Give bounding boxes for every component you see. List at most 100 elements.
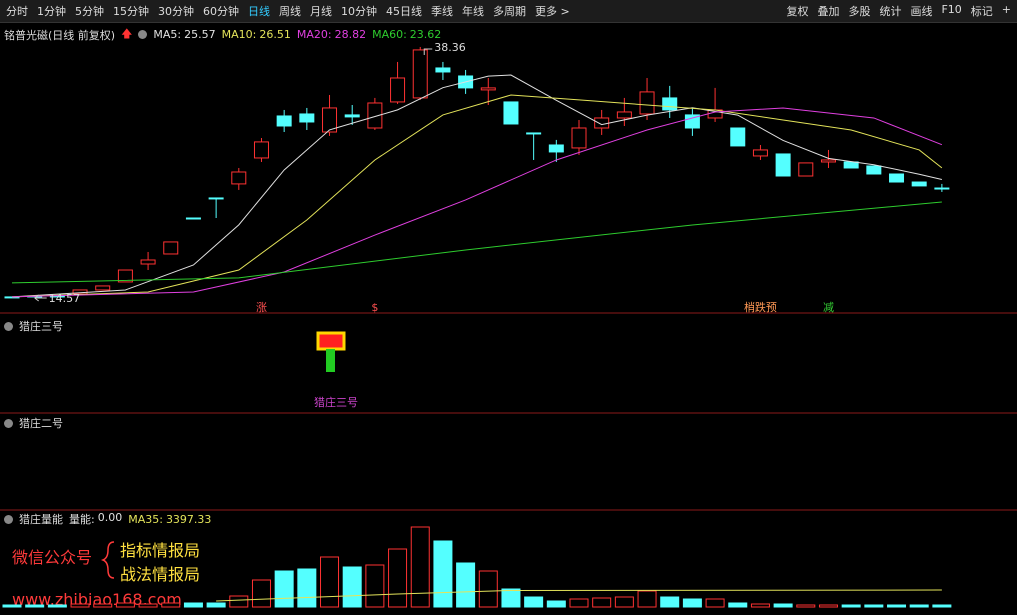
volume-bar <box>274 570 294 608</box>
volume-bar <box>818 604 838 608</box>
ma-line <box>11 74 942 298</box>
volume-bar <box>2 604 22 608</box>
min-label: 14.57 <box>49 292 81 305</box>
candle-body <box>163 241 179 255</box>
volume-bar <box>456 562 476 608</box>
ma-legend: MA5: 25.57 <box>153 28 215 41</box>
tab[interactable]: 10分钟 <box>341 5 377 18</box>
volume-bar <box>138 603 158 608</box>
ma-value: 25.57 <box>184 28 216 41</box>
volume-bar <box>637 590 657 608</box>
candle-body <box>231 171 247 185</box>
tool[interactable]: F10 <box>941 3 962 16</box>
ma-value: 26.51 <box>259 28 291 41</box>
tab[interactable]: 年线 <box>462 5 484 18</box>
volume-bar <box>796 604 816 608</box>
tab[interactable]: 多周期 <box>493 5 526 18</box>
candle-body <box>571 127 587 149</box>
ma-legend: MA60: 23.62 <box>372 28 441 41</box>
candle-body <box>367 102 383 129</box>
panel-title: 猎庄量能 <box>19 513 63 526</box>
panel-title: 猎庄二号 <box>19 417 63 430</box>
candle-body <box>662 97 678 111</box>
tool[interactable]: + <box>1001 3 1011 16</box>
tab[interactable]: 30分钟 <box>158 5 194 18</box>
tab[interactable]: 月线 <box>310 5 332 18</box>
tab[interactable]: 60分钟 <box>203 5 239 18</box>
volume-bar <box>705 598 725 608</box>
volume-bar <box>569 598 589 608</box>
tab[interactable]: 季线 <box>431 5 453 18</box>
candle-body <box>684 114 700 129</box>
tools: 复权 叠加 多股 统计 画线 F10 标记 + <box>780 3 1017 19</box>
period-tabs: 分时 1分钟 5分钟 15分钟 30分钟 60分钟 日线 周线 月线 10分钟 45日线 季线 年线 多周… <box>0 3 576 19</box>
indicator-value: 3397.33 <box>165 512 212 526</box>
tool[interactable]: 画线 <box>910 5 933 18</box>
icon <box>138 30 148 39</box>
indicator-legend: 量能: 0.00 <box>69 511 122 527</box>
signal-bar <box>326 349 335 372</box>
candle-body <box>299 113 315 123</box>
tool[interactable]: 标记 <box>970 5 993 18</box>
min-arrow <box>34 294 47 302</box>
watermark: 微信公众号 <box>12 548 92 567</box>
candle-body <box>616 111 632 119</box>
signal-label: 猎庄三号 <box>314 395 358 409</box>
tab[interactable]: 1分钟 <box>37 5 66 18</box>
panel-title: 猎庄三号 <box>19 320 63 333</box>
tab[interactable]: 分时 <box>6 5 28 18</box>
tool[interactable]: 叠加 <box>817 5 840 18</box>
signal: 涨 <box>256 301 267 314</box>
tool[interactable]: 多股 <box>848 5 871 18</box>
tool[interactable]: 统计 <box>879 5 902 18</box>
ma-label: MA60: <box>372 28 407 41</box>
tab[interactable]: 更多 > <box>535 5 570 18</box>
volume-bar <box>773 603 793 608</box>
volume-bar <box>682 598 702 608</box>
signal: 减 <box>823 301 834 314</box>
tab[interactable]: 5分钟 <box>75 5 104 18</box>
candle-body <box>185 217 201 220</box>
indicator-legend: MA35: 3397.33 <box>128 513 211 526</box>
ma35-line <box>216 589 942 602</box>
tab[interactable]: 45日线 <box>386 5 422 18</box>
candle-body <box>276 115 292 127</box>
tab[interactable]: 日线 <box>248 5 270 18</box>
volume-bar <box>251 579 271 608</box>
ma-line <box>11 107 943 298</box>
candle-body <box>412 49 428 99</box>
volume-bar <box>297 568 317 608</box>
volume-bar <box>388 548 408 608</box>
signal: 梢跌预 <box>744 300 777 314</box>
stock-name: 铭普光磁(日线 前复权) <box>4 28 116 42</box>
indicator-label: 量能: <box>69 513 95 526</box>
volume-bar <box>25 604 45 608</box>
volume-bar <box>183 602 203 608</box>
volume-bar <box>660 596 680 608</box>
volume-bar <box>342 566 362 608</box>
stock-header: 铭普光磁(日线 前复权) 🡅 MA5: 25.57 MA10: 26.51 MA20: 28.… <box>4 25 441 44</box>
volume-bar <box>478 570 498 608</box>
indicator-value: 0.00 <box>97 511 123 524</box>
volume-bar <box>592 597 612 608</box>
candle-body <box>752 149 768 157</box>
tab[interactable]: 15分钟 <box>113 5 149 18</box>
ma-legend: MA20: 28.82 <box>297 28 366 41</box>
ma-value: 28.82 <box>334 28 367 41</box>
ma-label: MA20: <box>296 28 332 41</box>
candle-body <box>866 165 882 175</box>
candle-body <box>798 162 814 177</box>
candle-body <box>117 269 133 283</box>
tool[interactable]: 复权 <box>786 5 809 18</box>
volume-bar <box>750 603 770 608</box>
ma-line <box>11 94 943 298</box>
candle-body <box>775 153 791 177</box>
candle-body <box>548 144 564 153</box>
candle-body <box>208 197 224 200</box>
watermark: 指标情报局 <box>120 541 200 560</box>
tab[interactable]: 周线 <box>279 5 301 18</box>
panel-header: 猎庄量能 量能: 0.00 MA35: 3397.33 <box>4 511 211 527</box>
candle-body <box>503 101 519 125</box>
ma-label: MA5: <box>153 28 182 41</box>
volume-bar <box>524 596 544 608</box>
